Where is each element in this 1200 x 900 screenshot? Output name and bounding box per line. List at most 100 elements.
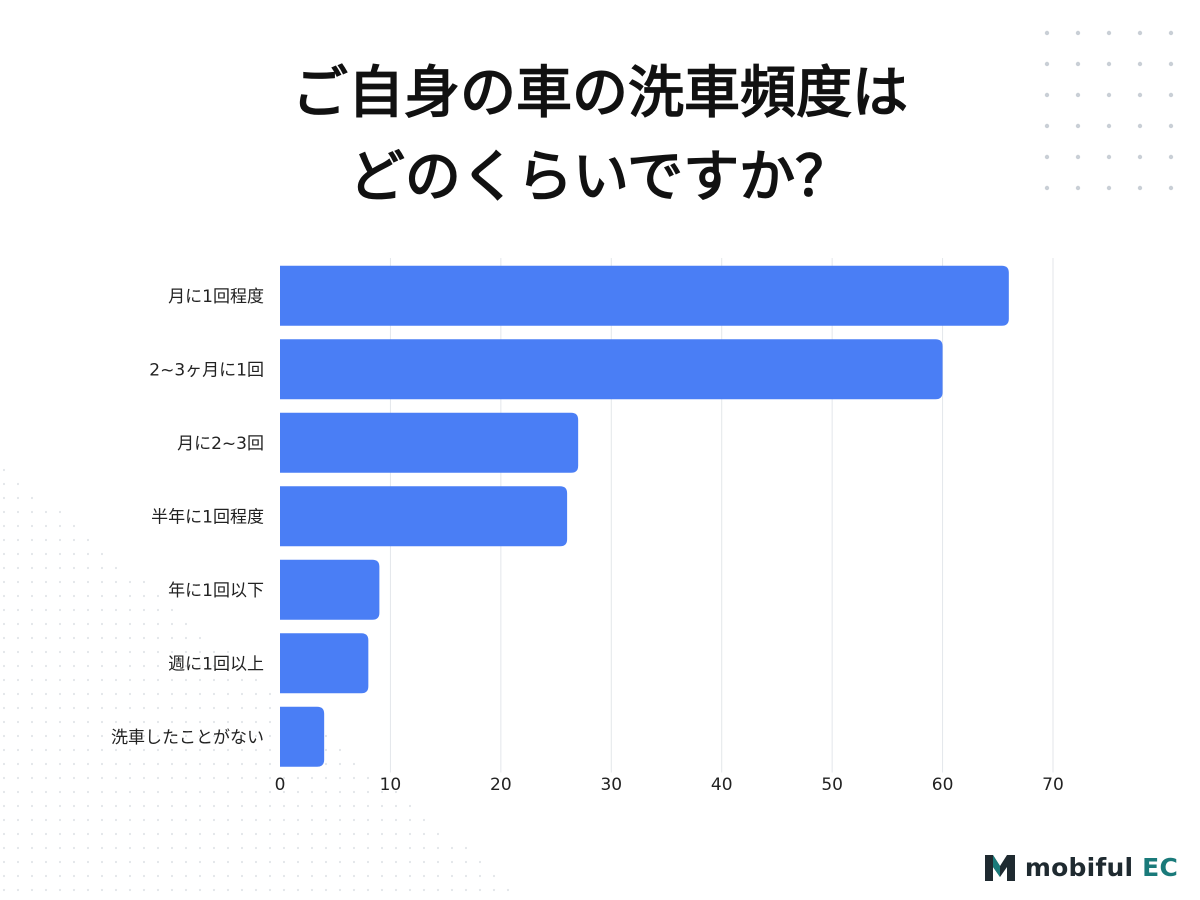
decorative-dot xyxy=(30,524,34,528)
decorative-dot xyxy=(184,706,188,710)
decorative-dot xyxy=(114,678,118,682)
decorative-dot xyxy=(100,734,104,738)
decorative-dot xyxy=(380,846,384,850)
decorative-dot xyxy=(170,776,174,780)
decorative-dot xyxy=(72,678,76,682)
decorative-dot xyxy=(30,860,34,864)
decorative-dot xyxy=(142,650,146,654)
decorative-dot xyxy=(198,804,202,808)
decorative-dot xyxy=(1106,123,1112,129)
decorative-dot xyxy=(240,846,244,850)
decorative-dot xyxy=(86,846,90,850)
decorative-dot xyxy=(170,720,174,724)
decorative-dot xyxy=(212,692,216,696)
decorative-dot xyxy=(114,790,118,794)
decorative-dot xyxy=(184,860,188,864)
decorative-dot xyxy=(254,720,258,724)
decorative-dot xyxy=(58,860,62,864)
decorative-dot xyxy=(30,748,34,752)
decorative-dot xyxy=(58,594,62,598)
decorative-dot xyxy=(16,594,20,598)
decorative-dot xyxy=(240,804,244,808)
decorative-dot xyxy=(226,790,230,794)
decorative-dot xyxy=(198,720,202,724)
decorative-dot xyxy=(30,734,34,738)
decorative-dot xyxy=(142,874,146,878)
decorative-dot xyxy=(1044,92,1050,98)
decorative-dot xyxy=(282,846,286,850)
x-tick-label: 10 xyxy=(380,775,402,795)
decorative-dot xyxy=(184,804,188,808)
decorative-dot xyxy=(240,832,244,836)
decorative-dot xyxy=(58,776,62,780)
decorative-dot xyxy=(30,692,34,696)
decorative-dot xyxy=(128,692,132,696)
decorative-dot xyxy=(2,818,6,822)
decorative-dot xyxy=(2,608,6,612)
decorative-dot xyxy=(72,636,76,640)
decorative-dot xyxy=(72,664,76,668)
decorative-dot xyxy=(170,804,174,808)
decorative-dot xyxy=(30,636,34,640)
decorative-dot xyxy=(254,734,258,738)
decorative-dot xyxy=(128,734,132,738)
decorative-dot xyxy=(184,832,188,836)
decorative-dot xyxy=(72,566,76,570)
bar xyxy=(280,339,943,400)
decorative-dot xyxy=(212,874,216,878)
decorative-dot xyxy=(1168,61,1174,67)
decorative-dot xyxy=(184,650,188,654)
decorative-dot xyxy=(72,580,76,584)
decorative-dot xyxy=(72,706,76,710)
decorative-dot xyxy=(86,706,90,710)
decorative-dot xyxy=(86,790,90,794)
decorative-dot xyxy=(114,720,118,724)
decorative-dot xyxy=(310,846,314,850)
decorative-dot xyxy=(86,636,90,640)
decorative-dot xyxy=(114,748,118,752)
decorative-dot xyxy=(422,860,426,864)
decorative-dot xyxy=(352,846,356,850)
decorative-dot xyxy=(156,832,160,836)
decorative-dot xyxy=(226,762,230,766)
decorative-dot xyxy=(156,720,160,724)
chart-title: ご自身の車の洗車頻度は どのくらいですか？ xyxy=(0,52,1200,220)
decorative-dot xyxy=(156,874,160,878)
decorative-dot xyxy=(1106,30,1112,36)
decorative-dot xyxy=(492,888,496,892)
decorative-dot xyxy=(44,874,48,878)
decorative-dot xyxy=(464,874,468,878)
decorative-dot xyxy=(58,678,62,682)
x-tick-label: 30 xyxy=(600,775,622,795)
decorative-dot xyxy=(58,846,62,850)
decorative-dot xyxy=(44,580,48,584)
decorative-dot xyxy=(254,790,258,794)
decorative-dot xyxy=(268,692,272,696)
decorative-dot xyxy=(142,678,146,682)
decorative-dot xyxy=(422,874,426,878)
decorative-dot xyxy=(268,734,272,738)
decorative-dot xyxy=(1075,30,1081,36)
decorative-dot xyxy=(58,664,62,668)
decorative-dot xyxy=(212,804,216,808)
decorative-dot xyxy=(1137,92,1143,98)
decorative-dot xyxy=(100,860,104,864)
decorative-dot xyxy=(30,888,34,892)
decorative-dot xyxy=(100,594,104,598)
decorative-dot xyxy=(58,622,62,626)
decorative-dot xyxy=(16,860,20,864)
decorative-dot xyxy=(338,804,342,808)
decorative-dot xyxy=(408,860,412,864)
decorative-dot xyxy=(44,762,48,766)
decorative-dot xyxy=(72,832,76,836)
decorative-dot xyxy=(478,888,482,892)
decorative-dot xyxy=(156,734,160,738)
decorative-dot xyxy=(436,846,440,850)
decorative-dot xyxy=(128,650,132,654)
decorative-dot xyxy=(156,818,160,822)
decorative-dot xyxy=(58,762,62,766)
decorative-dot xyxy=(86,888,90,892)
decorative-dot xyxy=(366,818,370,822)
decorative-dot xyxy=(310,790,314,794)
decorative-dot xyxy=(212,860,216,864)
